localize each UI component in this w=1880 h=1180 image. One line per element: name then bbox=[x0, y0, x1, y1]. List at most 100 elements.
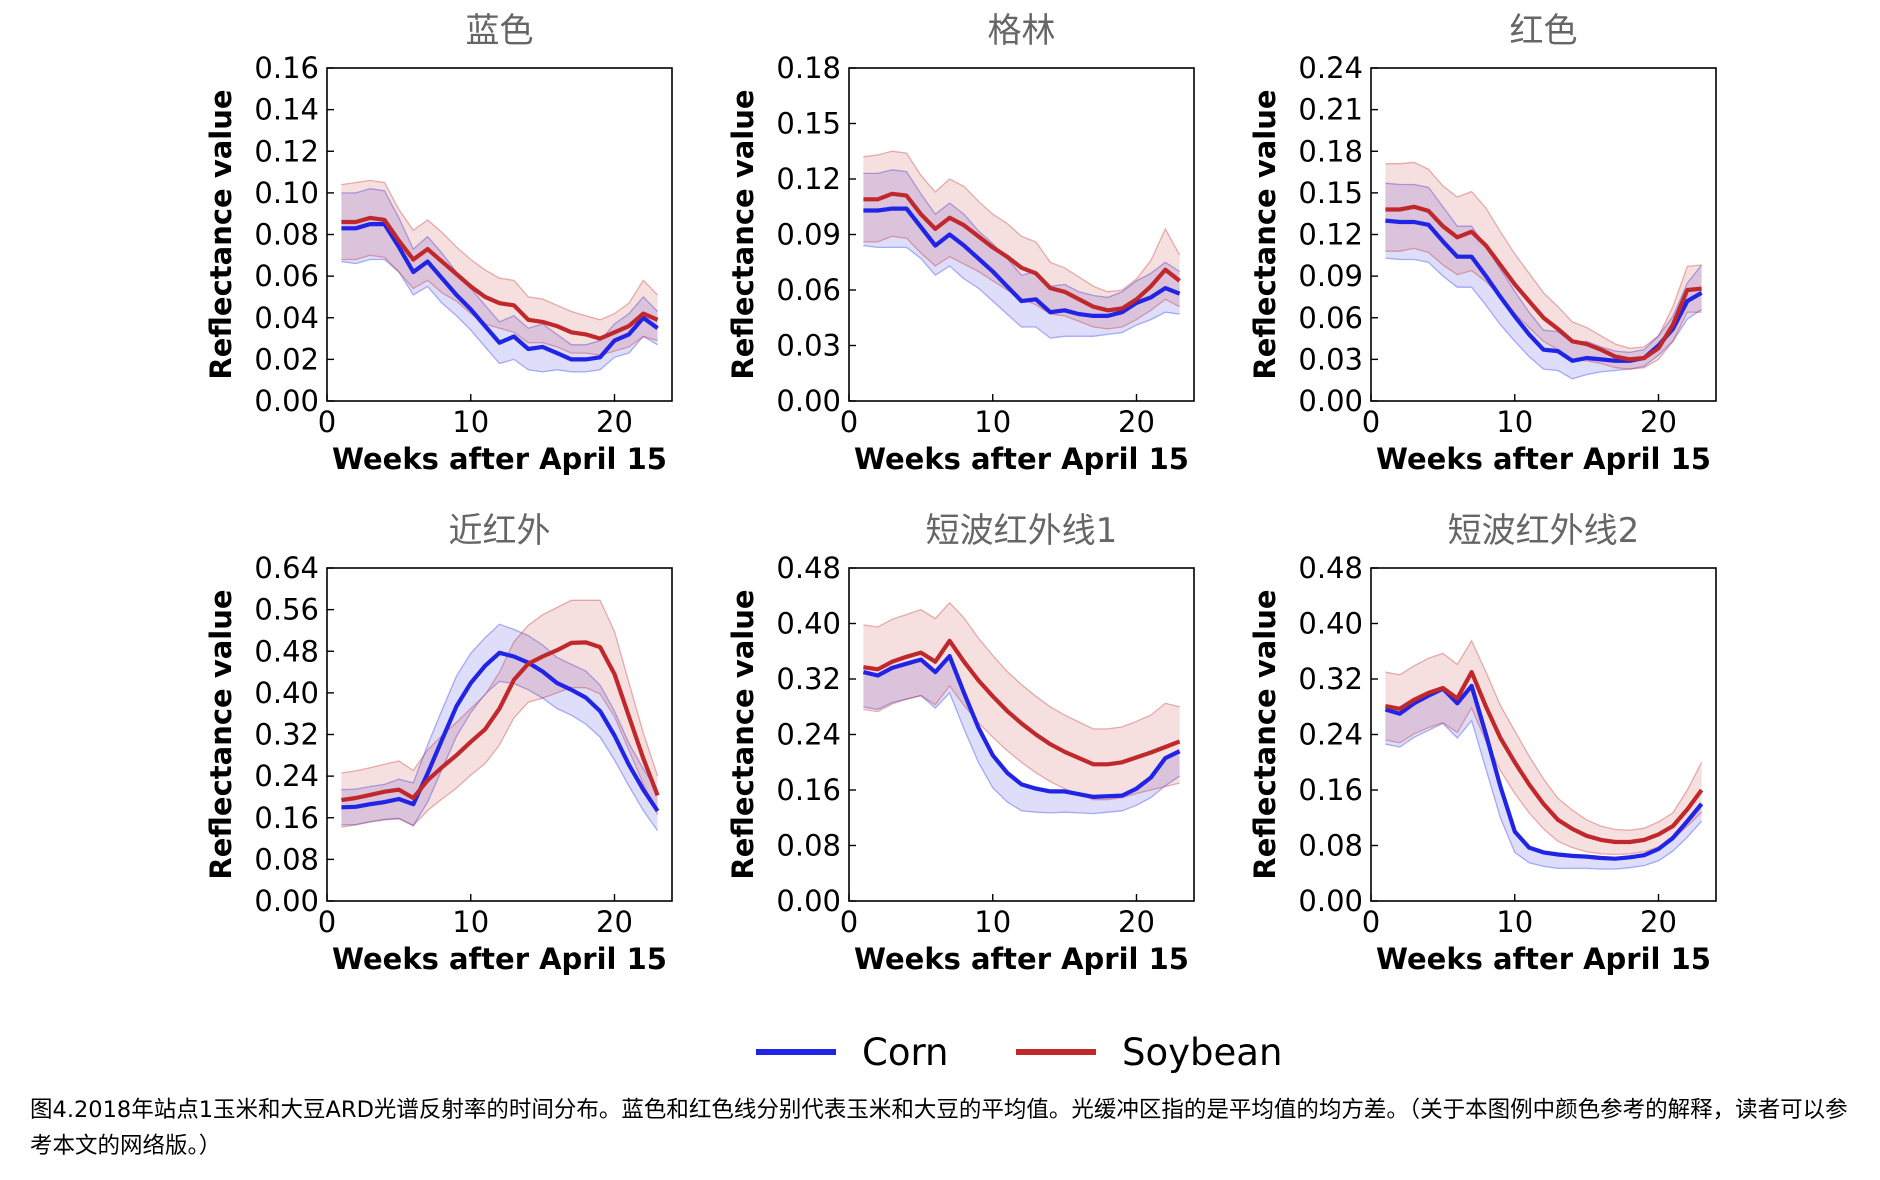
y-tick-label: 0.10 bbox=[254, 176, 319, 210]
x-tick-label: 10 bbox=[974, 405, 1011, 439]
y-tick-label: 0.15 bbox=[776, 107, 841, 141]
y-tick-label: 0.00 bbox=[776, 884, 841, 918]
soybean-std-band bbox=[1385, 640, 1702, 855]
y-axis-label: Reflectance value bbox=[726, 89, 760, 379]
y-axis-label: Reflectance value bbox=[1248, 89, 1282, 379]
corn-band-lower-edge bbox=[863, 691, 1180, 815]
soybean-mean-line bbox=[341, 640, 660, 803]
soybean-std-band bbox=[863, 151, 1180, 329]
x-tick-label: 20 bbox=[1118, 905, 1155, 939]
y-tick-label: 0.24 bbox=[776, 718, 841, 752]
soybean-band-lower-edge bbox=[341, 687, 659, 828]
y-tick-label: 0.24 bbox=[1298, 51, 1363, 85]
corn-band-lower-edge bbox=[1385, 719, 1703, 870]
x-tick-label: 20 bbox=[1640, 905, 1677, 939]
x-tick-label: 0 bbox=[840, 905, 858, 939]
figure: 蓝色 0.00 0.02 0.04 0.06 0.08 0.10 0.12 0.14 0.16 0 1… bbox=[204, 11, 1717, 1074]
corn-std-band bbox=[863, 656, 1180, 814]
x-tick-label: 10 bbox=[974, 905, 1011, 939]
x-tick-label: 10 bbox=[452, 405, 489, 439]
y-axis-label: Reflectance value bbox=[1248, 589, 1282, 879]
x-axis-label: Weeks after April 15 bbox=[332, 942, 667, 976]
soybean-mean-line bbox=[1385, 669, 1704, 845]
y-tick-label: 0.02 bbox=[254, 342, 319, 376]
corn-band-upper-edge bbox=[341, 623, 659, 792]
y-tick-label: 0.14 bbox=[254, 93, 319, 127]
chart-panel-swir2: 短波红外线2 0.00 0.08 0.16 0.24 0.32 0.40 0.48 0 10 20W… bbox=[1248, 511, 1717, 976]
soybean-mean-line bbox=[1385, 204, 1702, 362]
y-tick-label: 0.21 bbox=[1298, 93, 1363, 127]
chart-panel-green: 格林 0.00 0.03 0.06 0.09 0.12 0.15 0.18 0 10 20Weeks… bbox=[726, 11, 1195, 476]
corn-std-band bbox=[341, 624, 658, 831]
x-tick-label: 0 bbox=[318, 905, 336, 939]
x-axis-label: Weeks after April 15 bbox=[854, 442, 1189, 476]
soybean-band-upper-edge bbox=[863, 601, 1180, 730]
y-tick-label: 0.24 bbox=[1298, 718, 1363, 752]
corn-mean-line bbox=[863, 206, 1181, 318]
y-tick-label: 0.09 bbox=[776, 218, 841, 252]
soybean-mean-line bbox=[863, 638, 1181, 767]
x-tick-label: 10 bbox=[1496, 405, 1533, 439]
y-tick-label: 0.08 bbox=[254, 218, 319, 252]
x-axis-label: Weeks after April 15 bbox=[854, 942, 1189, 976]
y-tick-label: 0.56 bbox=[254, 593, 319, 627]
x-tick-label: 20 bbox=[1640, 405, 1677, 439]
x-tick-label: 20 bbox=[596, 905, 633, 939]
y-tick-label: 0.00 bbox=[1298, 384, 1363, 418]
y-tick-label: 0.00 bbox=[1298, 884, 1363, 918]
x-tick-label: 0 bbox=[1362, 405, 1380, 439]
y-tick-label: 0.48 bbox=[1298, 551, 1363, 585]
y-tick-label: 0.18 bbox=[1298, 134, 1363, 168]
y-tick-label: 0.48 bbox=[254, 634, 319, 668]
y-tick-label: 0.16 bbox=[254, 51, 319, 85]
x-tick-label: 20 bbox=[596, 405, 633, 439]
y-tick-label: 0.40 bbox=[1298, 607, 1363, 641]
x-tick-label: 10 bbox=[1496, 905, 1533, 939]
x-axis-label: Weeks after April 15 bbox=[1376, 442, 1711, 476]
y-tick-label: 0.08 bbox=[776, 829, 841, 863]
soybean-band-upper-edge bbox=[341, 599, 659, 777]
corn-band-upper-edge bbox=[1385, 182, 1703, 354]
soybean-std-band bbox=[341, 600, 658, 828]
chart-panel-red: 红色 0.00 0.03 0.06 0.09 0.12 0.15 0.18 0.21 0.24 0 1… bbox=[1248, 11, 1717, 476]
y-tick-label: 0.16 bbox=[254, 801, 319, 835]
soybean-band-lower-edge bbox=[1385, 247, 1702, 370]
corn-mean-line bbox=[341, 650, 660, 813]
y-tick-label: 0.00 bbox=[776, 384, 841, 418]
chart-panel-swir1: 短波红外线1 0.00 0.08 0.16 0.24 0.32 0.40 0.48 0 10 20W… bbox=[726, 511, 1195, 976]
y-tick-label: 0.16 bbox=[1298, 773, 1363, 807]
legend-soybean-label: Soybean bbox=[1122, 1031, 1282, 1074]
y-tick-label: 0.40 bbox=[776, 607, 841, 641]
x-tick-label: 10 bbox=[452, 905, 489, 939]
corn-band-lower-edge bbox=[863, 244, 1180, 339]
x-axis-label: Weeks after April 15 bbox=[1376, 942, 1711, 976]
y-tick-label: 0.09 bbox=[1298, 259, 1363, 293]
soybean-mean-line bbox=[341, 215, 659, 341]
y-tick-label: 0.08 bbox=[1298, 829, 1363, 863]
panel-title: 格林 bbox=[988, 11, 1056, 51]
y-tick-label: 0.08 bbox=[254, 842, 319, 876]
corn-std-band bbox=[863, 169, 1180, 339]
y-tick-label: 0.16 bbox=[776, 773, 841, 807]
y-tick-label: 0.06 bbox=[1298, 301, 1363, 335]
chart-panel-blue: 蓝色 0.00 0.02 0.04 0.06 0.08 0.10 0.12 0.14 0.16 0 1… bbox=[204, 11, 673, 476]
y-tick-label: 0.12 bbox=[1298, 218, 1363, 252]
corn-band-lower-edge bbox=[341, 258, 658, 373]
corn-band-lower-edge bbox=[341, 680, 659, 832]
y-tick-label: 0.06 bbox=[254, 259, 319, 293]
corn-mean-line bbox=[862, 653, 1181, 799]
y-tick-label: 0.00 bbox=[254, 884, 319, 918]
soybean-band-lower-edge bbox=[1385, 706, 1703, 856]
x-tick-label: 20 bbox=[1118, 405, 1155, 439]
figure-caption: 图4.2018年站点1玉米和大豆ARD光谱反射率的时间分布。蓝色和红色线分别代表… bbox=[30, 1097, 1848, 1159]
y-tick-label: 0.04 bbox=[254, 301, 319, 335]
x-tick-label: 0 bbox=[1362, 905, 1380, 939]
corn-band-lower-edge bbox=[1385, 257, 1702, 380]
x-tick-label: 0 bbox=[318, 405, 336, 439]
soybean-band-lower-edge bbox=[863, 684, 1180, 801]
y-tick-label: 0.32 bbox=[776, 662, 841, 696]
y-tick-label: 0.12 bbox=[254, 134, 319, 168]
corn-band-upper-edge bbox=[863, 169, 1180, 299]
legend-corn-label: Corn bbox=[862, 1031, 948, 1074]
x-tick-label: 0 bbox=[840, 405, 858, 439]
